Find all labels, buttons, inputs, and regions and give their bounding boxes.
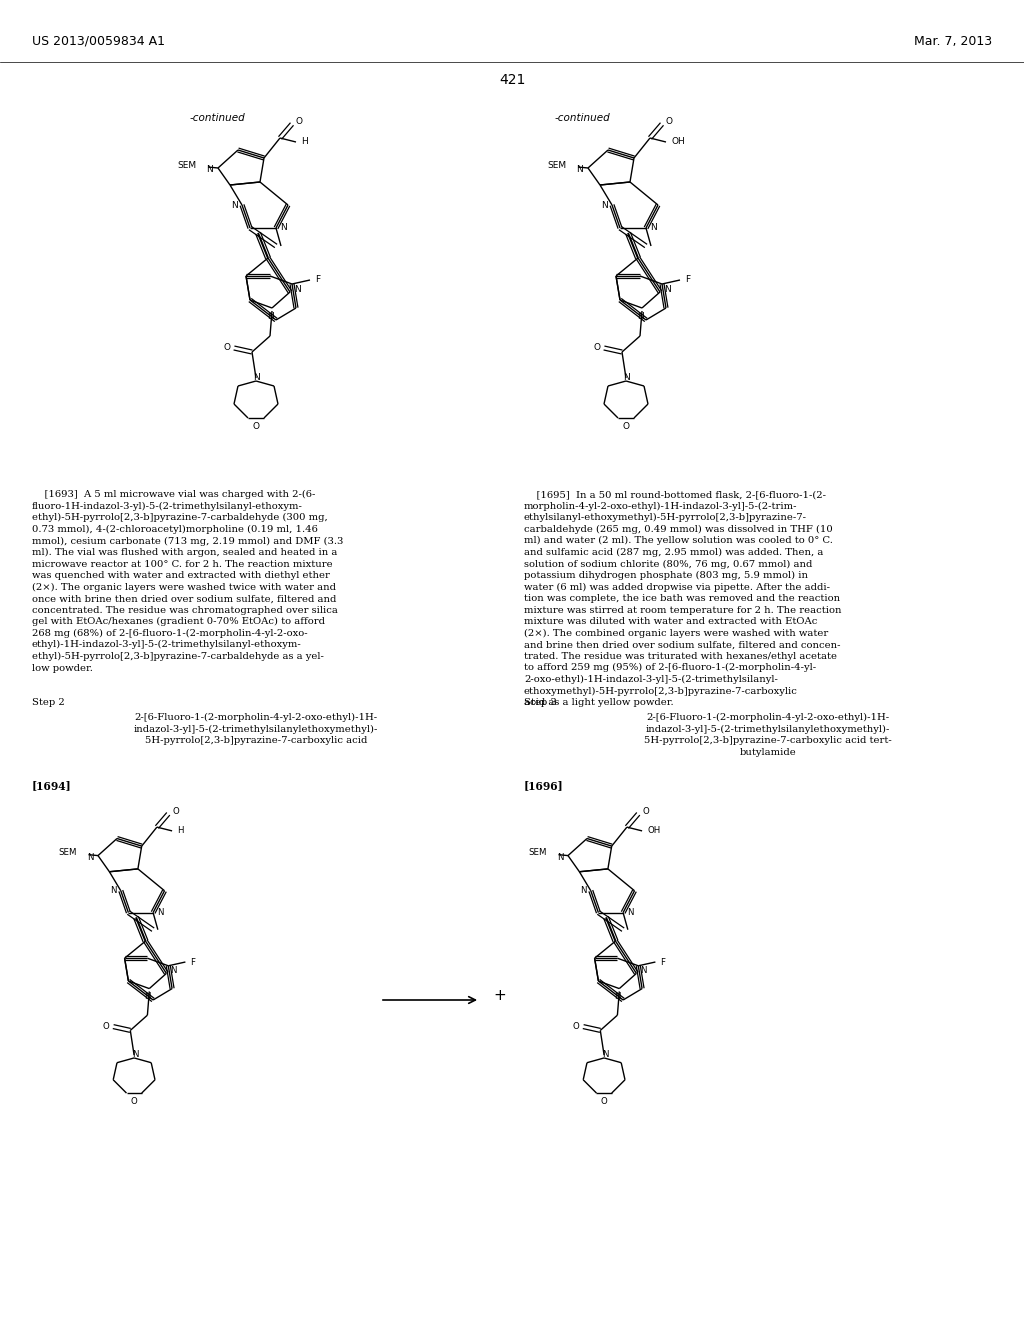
Text: H: H xyxy=(177,826,183,836)
Text: O: O xyxy=(623,422,630,432)
Text: N: N xyxy=(581,886,587,895)
Text: [1694]: [1694] xyxy=(32,780,72,791)
Text: O: O xyxy=(601,1097,607,1106)
Text: US 2013/0059834 A1: US 2013/0059834 A1 xyxy=(32,36,165,48)
Text: SEM: SEM xyxy=(58,849,77,857)
Text: N: N xyxy=(602,1049,608,1059)
Text: N: N xyxy=(280,223,287,232)
Text: N: N xyxy=(601,201,608,210)
Text: O: O xyxy=(223,343,230,352)
Text: 2-[6-Fluoro-1-(2-morpholin-4-yl-2-oxo-ethyl)-1H-
indazol-3-yl]-5-(2-trimethylsil: 2-[6-Fluoro-1-(2-morpholin-4-yl-2-oxo-et… xyxy=(134,713,378,746)
Text: N: N xyxy=(87,853,93,862)
Text: N: N xyxy=(637,312,643,321)
Text: F: F xyxy=(190,957,196,966)
Text: Step 2: Step 2 xyxy=(32,698,65,708)
Text: O: O xyxy=(666,117,673,127)
Text: F: F xyxy=(685,276,690,285)
Text: [1693]  A 5 ml microwave vial was charged with 2-(6-
fluoro-1H-indazol-3-yl)-5-(: [1693] A 5 ml microwave vial was charged… xyxy=(32,490,343,673)
Text: N: N xyxy=(614,993,621,1002)
Text: O: O xyxy=(253,422,259,432)
Text: N: N xyxy=(144,993,151,1002)
Text: O: O xyxy=(642,808,649,816)
Text: Mar. 7, 2013: Mar. 7, 2013 xyxy=(913,36,992,48)
Text: F: F xyxy=(315,276,321,285)
Text: [1695]  In a 50 ml round-bottomed flask, 2-[6-fluoro-1-(2-
morpholin-4-yl-2-oxo-: [1695] In a 50 ml round-bottomed flask, … xyxy=(524,490,842,708)
Text: N: N xyxy=(254,372,260,381)
Text: O: O xyxy=(296,117,303,127)
Text: N: N xyxy=(132,1049,138,1059)
Text: SEM: SEM xyxy=(547,161,566,169)
Text: N: N xyxy=(624,372,631,381)
Text: 2-[6-Fluoro-1-(2-morpholin-4-yl-2-oxo-ethyl)-1H-
indazol-3-yl]-5-(2-trimethylsil: 2-[6-Fluoro-1-(2-morpholin-4-yl-2-oxo-et… xyxy=(644,713,892,756)
Text: N: N xyxy=(577,165,583,174)
Text: Step 3: Step 3 xyxy=(524,698,557,708)
Text: SEM: SEM xyxy=(528,849,547,857)
Text: H: H xyxy=(301,137,308,147)
Text: N: N xyxy=(170,966,177,975)
Text: O: O xyxy=(102,1022,110,1031)
Text: O: O xyxy=(572,1022,580,1031)
Text: SEM: SEM xyxy=(177,161,196,169)
Text: N: N xyxy=(557,853,563,862)
Text: OH: OH xyxy=(672,137,686,147)
Text: N: N xyxy=(111,886,117,895)
Text: O: O xyxy=(593,343,600,352)
Text: N: N xyxy=(627,908,634,917)
Text: 421: 421 xyxy=(499,73,525,87)
Text: +: + xyxy=(494,987,507,1002)
Text: N: N xyxy=(266,312,273,321)
Text: O: O xyxy=(172,808,179,816)
Text: OH: OH xyxy=(648,826,662,836)
Text: F: F xyxy=(660,957,666,966)
Text: [1696]: [1696] xyxy=(524,780,564,791)
Text: -continued: -continued xyxy=(555,114,610,123)
Text: N: N xyxy=(664,285,671,293)
Text: N: N xyxy=(206,165,213,174)
Text: -continued: -continued xyxy=(190,114,246,123)
Text: N: N xyxy=(650,223,656,232)
Text: N: N xyxy=(231,201,238,210)
Text: O: O xyxy=(131,1097,137,1106)
Text: N: N xyxy=(294,285,301,293)
Text: N: N xyxy=(157,908,164,917)
Text: N: N xyxy=(640,966,647,975)
